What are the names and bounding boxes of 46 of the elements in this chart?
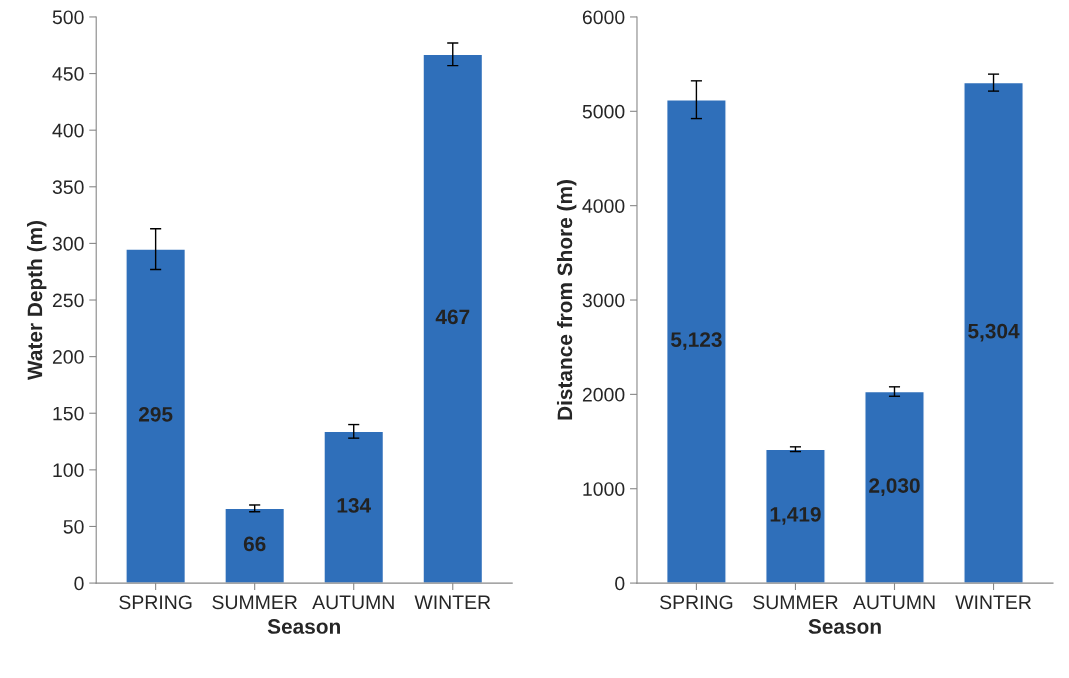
y-tick-label: 300 bbox=[52, 236, 84, 251]
x-tick-label: SUMMER bbox=[212, 595, 297, 610]
y-tick-label: 150 bbox=[53, 406, 84, 421]
bar bbox=[666, 99, 727, 584]
y-tick-label: 4000 bbox=[582, 199, 625, 213]
data-label: 295 bbox=[138, 406, 173, 422]
bar bbox=[765, 448, 826, 584]
y-tick-label: 100 bbox=[53, 463, 84, 478]
x-axis-title: Season bbox=[267, 619, 340, 634]
y-tick-label: 200 bbox=[52, 350, 84, 364]
bar bbox=[323, 430, 385, 584]
y-tick-label: 450 bbox=[52, 67, 84, 81]
y-tick-label: 500 bbox=[52, 10, 84, 25]
data-label: 467 bbox=[435, 309, 470, 325]
y-tick-label: 2000 bbox=[582, 387, 625, 402]
y-tick-label: 250 bbox=[52, 293, 84, 308]
bar bbox=[224, 507, 286, 584]
x-tick-label: AUTUMN bbox=[312, 595, 394, 610]
x-tick-label: WINTER bbox=[414, 595, 491, 609]
y-tick-label: 50 bbox=[63, 519, 84, 534]
y-axis-title: Distance from Shore (m) bbox=[556, 180, 577, 420]
x-tick-label: WINTER bbox=[955, 595, 1031, 609]
y-axis-title: Water Depth (m) bbox=[26, 221, 47, 381]
y-tick-label: 350 bbox=[52, 180, 84, 195]
bar bbox=[125, 248, 187, 584]
data-label: 5,304 bbox=[968, 323, 1020, 342]
y-tick-label: 0 bbox=[74, 576, 84, 591]
bar bbox=[963, 81, 1024, 584]
bar bbox=[422, 53, 484, 584]
bar bbox=[864, 390, 925, 584]
x-axis-title: Season bbox=[808, 619, 881, 634]
x-tick-label: SPRING bbox=[119, 595, 192, 610]
y-tick-label: 1000 bbox=[583, 482, 625, 496]
y-tick-label: 3000 bbox=[582, 293, 625, 308]
data-label: 1,419 bbox=[770, 506, 821, 525]
x-tick-label: SPRING bbox=[660, 595, 733, 610]
x-tick-label: SUMMER bbox=[753, 595, 838, 610]
y-tick-label: 6000 bbox=[582, 10, 625, 25]
data-label: 66 bbox=[243, 536, 266, 552]
data-label: 2,030 bbox=[869, 478, 920, 496]
data-label: 134 bbox=[337, 498, 371, 513]
y-tick-label: 0 bbox=[615, 576, 625, 591]
data-label: 5,123 bbox=[670, 332, 722, 350]
y-tick-label: 5000 bbox=[582, 104, 625, 119]
x-tick-label: AUTUMN bbox=[852, 595, 935, 610]
y-tick-label: 400 bbox=[52, 123, 84, 138]
